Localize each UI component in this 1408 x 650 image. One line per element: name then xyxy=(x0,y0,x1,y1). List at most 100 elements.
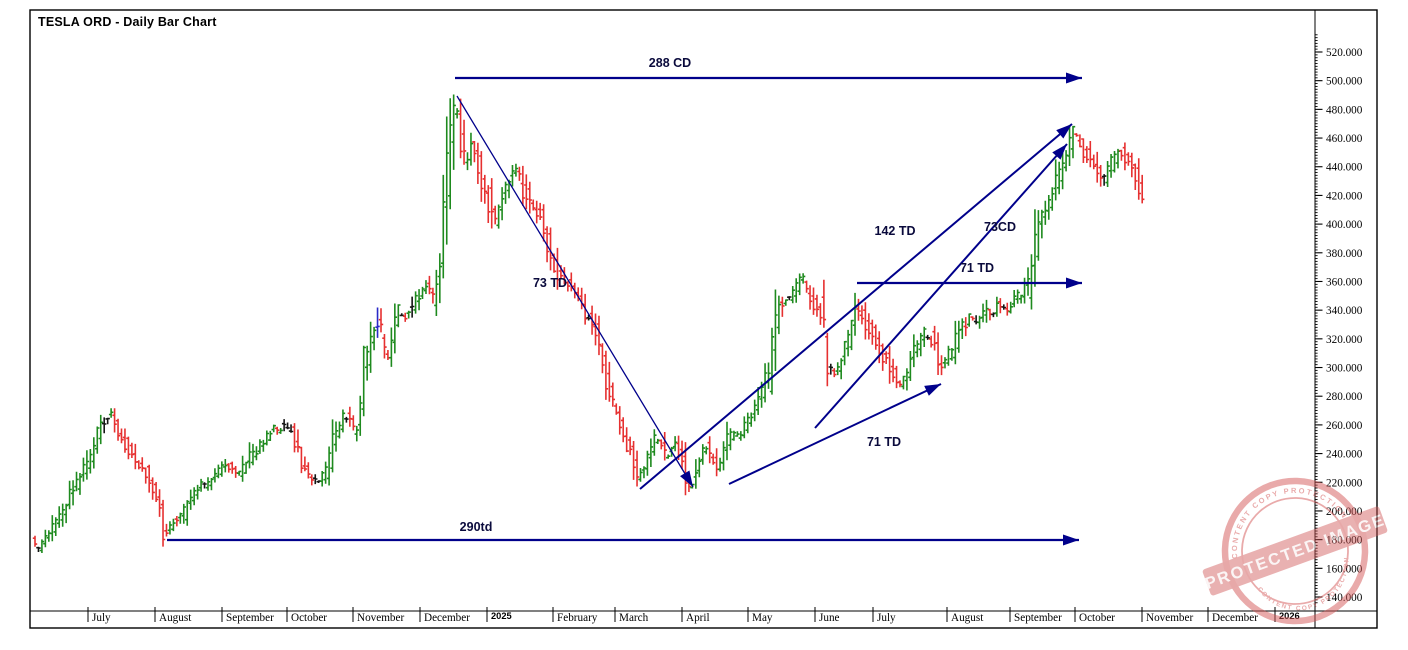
ohlc-bar xyxy=(288,424,294,433)
ohlc-bar xyxy=(835,362,840,376)
x-axis-label: February xyxy=(557,612,598,624)
ohlc-bar xyxy=(1088,141,1093,168)
ohlc-bar xyxy=(825,332,830,387)
ohlc-bar xyxy=(188,489,193,510)
ohlc-bar xyxy=(901,375,906,390)
ohlc-bar xyxy=(804,280,809,293)
ohlc-bar xyxy=(1119,149,1124,161)
ohlc-bar xyxy=(84,450,90,480)
ohlc-bar xyxy=(268,430,273,441)
x-axis-label: August xyxy=(159,612,192,624)
ohlc-bar xyxy=(67,480,72,510)
ohlc-bar xyxy=(347,406,353,427)
x-axis-label: June xyxy=(819,612,840,624)
ohlc-bar xyxy=(63,503,69,524)
ohlc-bar xyxy=(949,348,955,361)
y-axis-label: 220.000 xyxy=(1326,477,1363,489)
ohlc-bar xyxy=(1011,290,1017,308)
ohlc-bar xyxy=(1005,302,1010,316)
ohlc-bar xyxy=(1001,304,1006,310)
ohlc-bar xyxy=(596,315,602,356)
ohlc-bar xyxy=(700,444,705,465)
x-axis-label: May xyxy=(752,612,773,624)
annotation-label: 73CD xyxy=(984,220,1016,234)
ohlc-bar xyxy=(146,464,152,493)
x-axis-label: October xyxy=(1079,612,1115,624)
ohlc-bar xyxy=(309,474,314,486)
ohlc-bar xyxy=(1018,294,1024,304)
ohlc-bar xyxy=(1098,165,1103,187)
ohlc-bar xyxy=(472,141,477,163)
x-axis-label: 2025 xyxy=(491,611,512,621)
ohlc-bar xyxy=(181,503,186,524)
ohlc-bar xyxy=(202,482,207,489)
ohlc-bar xyxy=(873,324,878,350)
ohlc-bar xyxy=(828,363,833,375)
ohlc-bar xyxy=(1133,163,1138,190)
ohlc-bar xyxy=(264,430,270,446)
trend-arrow-head xyxy=(1063,534,1079,546)
y-axis-label: 320.000 xyxy=(1326,334,1363,346)
ohlc-bar xyxy=(818,303,823,325)
x-axis-label: July xyxy=(877,612,896,624)
ohlc-bar xyxy=(537,202,543,220)
ohlc-bar xyxy=(326,446,332,486)
ohlc-bar xyxy=(122,428,128,453)
ohlc-bar xyxy=(773,289,778,371)
ohlc-bar xyxy=(821,279,827,328)
ohlc-bar xyxy=(541,204,546,242)
x-axis-label: April xyxy=(686,612,710,624)
ohlc-bar xyxy=(780,296,785,317)
ohlc-bar xyxy=(50,515,55,542)
ohlc-bar xyxy=(81,457,86,482)
ohlc-bar xyxy=(396,304,401,328)
ohlc-bar xyxy=(672,436,678,452)
ohlc-bar xyxy=(257,439,263,454)
x-axis-label: March xyxy=(619,612,649,624)
ohlc-bar xyxy=(915,340,920,358)
ohlc-bar xyxy=(814,294,820,317)
ohlc-bar xyxy=(524,174,529,210)
ohlc-bar xyxy=(185,500,190,526)
ohlc-bar xyxy=(890,358,896,383)
ohlc-bar xyxy=(150,477,155,500)
ohlc-bar xyxy=(942,357,948,369)
ohlc-bar xyxy=(527,181,532,214)
ohlc-bar xyxy=(503,181,508,204)
ohlc-bar xyxy=(1105,161,1110,187)
ohlc-bar xyxy=(704,446,709,455)
ohlc-bar xyxy=(1056,161,1062,195)
ohlc-bar xyxy=(728,428,733,451)
ohlc-bar xyxy=(1039,209,1045,239)
ohlc-bar xyxy=(178,512,183,524)
ohlc-bar xyxy=(904,368,910,391)
ohlc-bar xyxy=(638,468,643,482)
y-axis-label: 240.000 xyxy=(1326,449,1363,461)
x-axis-label: October xyxy=(291,612,327,624)
ohlc-bar xyxy=(112,408,117,433)
ohlc-bar xyxy=(399,313,404,317)
ohlc-bar xyxy=(838,358,844,380)
chart-frame xyxy=(29,9,1378,629)
ohlc-bar xyxy=(212,468,218,483)
ohlc-bar xyxy=(53,517,58,536)
ohlc-bar xyxy=(1060,152,1065,190)
ohlc-bar xyxy=(406,310,411,319)
ohlc-bar xyxy=(479,151,484,202)
ohlc-bar xyxy=(749,412,754,427)
ohlc-bar xyxy=(963,317,968,337)
annotation-label: 73 TD xyxy=(533,276,567,290)
ohlc-bar xyxy=(655,438,660,444)
ohlc-bar xyxy=(797,273,802,296)
ohlc-bar xyxy=(36,546,41,552)
ohlc-bar xyxy=(454,108,460,119)
chart-axes: 140.000160.000180.000200.000220.000240.0… xyxy=(87,34,1363,624)
ohlc-bar xyxy=(717,457,723,472)
ohlc-bar xyxy=(1136,158,1141,200)
ohlc-bar xyxy=(697,457,702,478)
x-axis-label: December xyxy=(424,612,470,624)
ohlc-bar xyxy=(1101,174,1107,186)
ohlc-bar xyxy=(330,419,335,473)
watermark-band xyxy=(1202,506,1388,596)
